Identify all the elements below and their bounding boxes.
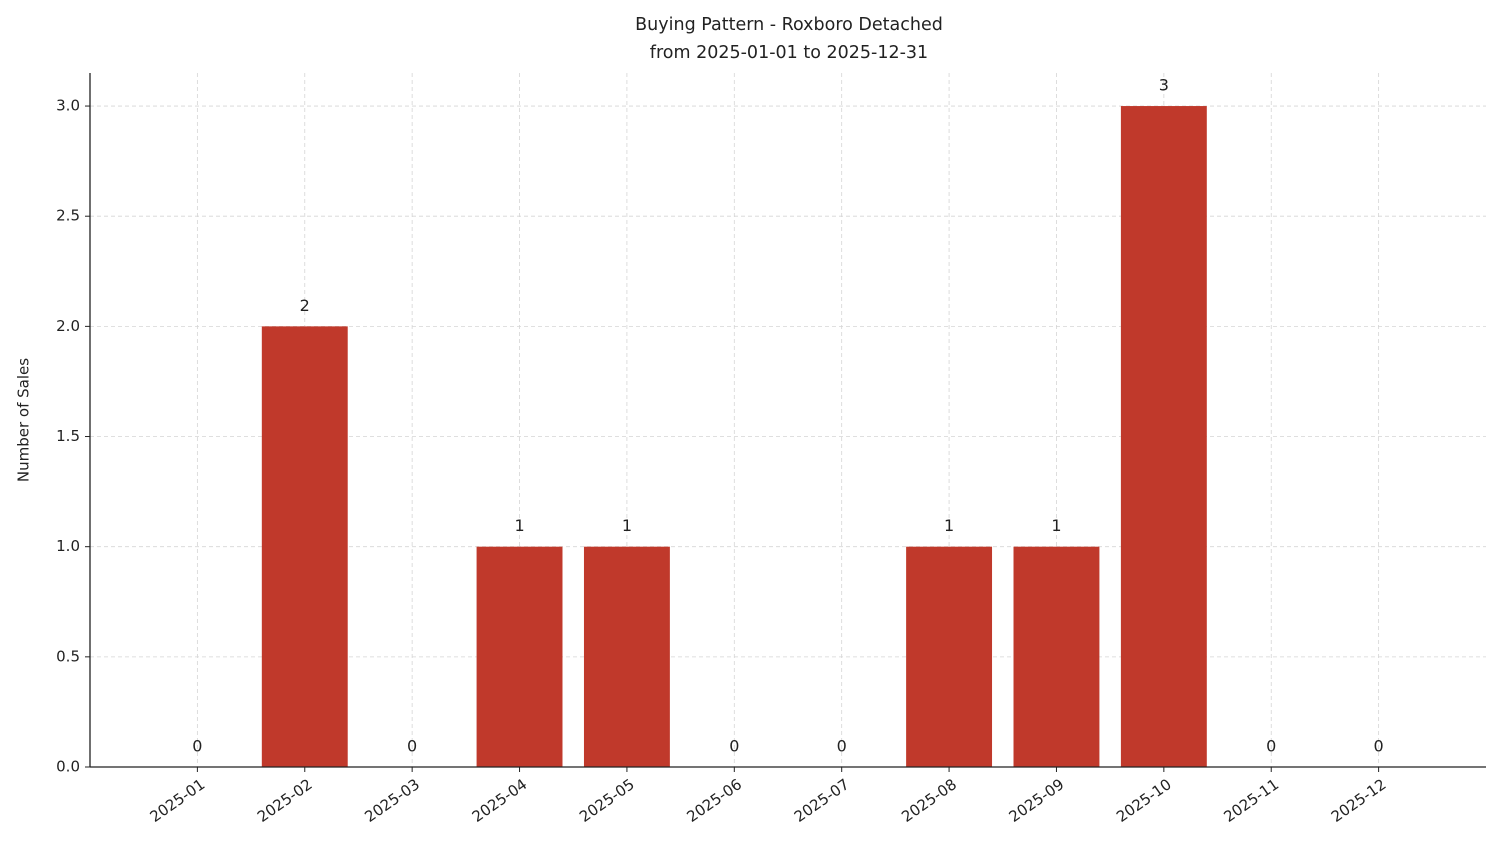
- bar: [906, 546, 993, 767]
- y-axis-label: Number of Sales: [15, 358, 33, 482]
- x-tick-label: 2025-04: [469, 775, 531, 826]
- x-tick-label: 2025-02: [254, 775, 316, 826]
- x-tick-label: 2025-10: [1113, 775, 1175, 826]
- value-label: 0: [1266, 737, 1276, 756]
- value-label: 1: [622, 516, 632, 535]
- value-label: 0: [1374, 737, 1384, 756]
- x-tick-label: 2025-03: [361, 775, 423, 826]
- y-tick-label: 2.0: [56, 317, 80, 335]
- value-label: 0: [192, 737, 202, 756]
- x-tick-label: 2025-12: [1328, 775, 1390, 826]
- x-tick-label: 2025-11: [1220, 775, 1282, 826]
- value-label: 0: [407, 737, 417, 756]
- value-label: 1: [944, 516, 954, 535]
- x-tick-label: 2025-09: [1006, 775, 1068, 826]
- value-label: 1: [514, 516, 524, 535]
- y-tick-label: 0.0: [56, 758, 80, 776]
- value-label: 0: [729, 737, 739, 756]
- bar: [261, 326, 348, 767]
- bar: [1013, 546, 1100, 767]
- x-tick-label: 2025-05: [576, 775, 638, 826]
- chart-title: Buying Pattern - Roxboro Detached: [635, 15, 943, 35]
- value-label: 3: [1159, 76, 1169, 95]
- value-label: 0: [837, 737, 847, 756]
- bar: [476, 546, 563, 767]
- value-label: 2: [300, 296, 310, 315]
- value-label: 1: [1051, 516, 1061, 535]
- y-tick-label: 2.5: [56, 207, 80, 225]
- bar: [1120, 106, 1207, 768]
- x-tick-label: 2025-07: [791, 775, 853, 826]
- x-tick-label: 2025-06: [684, 775, 746, 826]
- y-tick-label: 0.5: [56, 647, 80, 665]
- y-tick-label: 1.5: [56, 427, 80, 445]
- y-tick-label: 1.0: [56, 537, 80, 555]
- bar: [583, 546, 670, 767]
- x-tick-label: 2025-01: [147, 775, 209, 826]
- chart-subtitle: from 2025-01-01 to 2025-12-31: [650, 43, 928, 63]
- x-tick-label: 2025-08: [898, 775, 960, 826]
- y-tick-label: 3.0: [56, 97, 80, 115]
